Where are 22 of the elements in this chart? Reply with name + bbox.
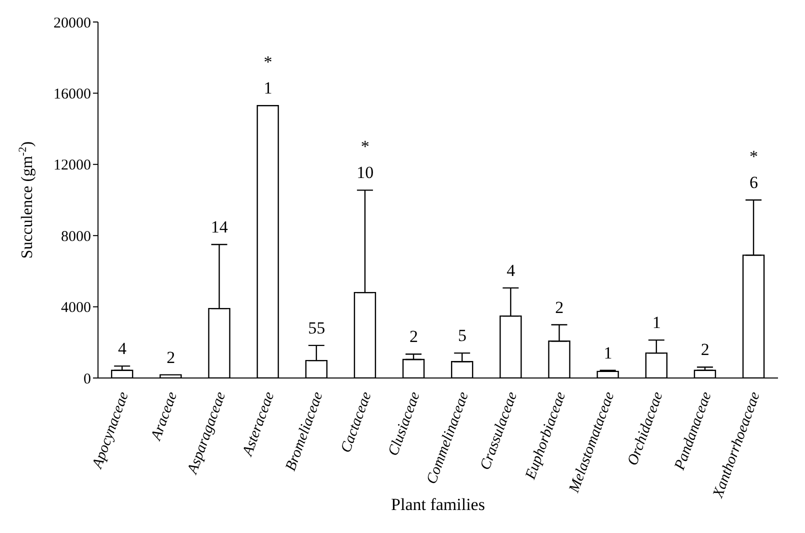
annotation: * 6 xyxy=(749,147,758,192)
annotation: * 1 xyxy=(264,52,272,98)
annotation: 14 xyxy=(210,218,228,236)
annotation: 2 xyxy=(166,348,176,367)
annotation: 4 xyxy=(506,260,516,280)
annotation: 4 xyxy=(118,339,128,358)
annotation: 55 xyxy=(308,318,326,338)
x-axis-title: Plant families xyxy=(391,495,485,514)
annotation: 5 xyxy=(458,326,467,346)
y-tick-label: 4000 xyxy=(61,300,91,316)
y-tick-label: 8000 xyxy=(61,228,91,245)
y-tick-label: 12000 xyxy=(54,158,91,174)
y-tick-label: 0 xyxy=(84,371,91,388)
x-tick-label: Araceae xyxy=(148,390,181,444)
annotation: 2 xyxy=(700,340,710,360)
annotation: * 10 xyxy=(356,137,374,182)
y-tick-label: 20000 xyxy=(54,15,91,32)
annotation: 1 xyxy=(604,343,612,362)
annotation: 2 xyxy=(555,298,564,317)
y-tick-label: 16000 xyxy=(54,86,91,103)
annotation: 2 xyxy=(409,327,418,346)
annotation: 1 xyxy=(652,313,661,332)
